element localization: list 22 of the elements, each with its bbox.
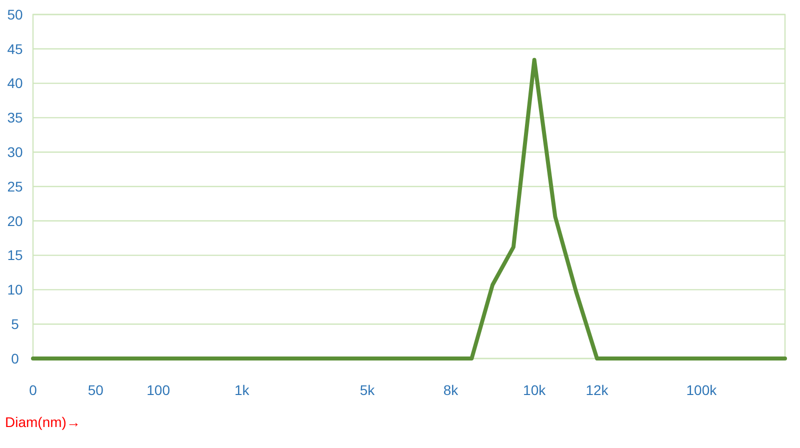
x-tick-label: 8k	[443, 382, 460, 398]
x-tick-label: 100k	[686, 382, 718, 398]
line-series	[31, 58, 787, 360]
x-tick-label: 1k	[234, 382, 250, 398]
x-axis-title: Diam(nm)→	[5, 414, 80, 430]
y-tick-label: 0	[11, 350, 20, 366]
x-tick-label: 0	[29, 382, 38, 398]
y-tick-label: 5	[11, 316, 20, 332]
x-tick-label: 5k	[360, 382, 376, 398]
y-tick-label: 10	[7, 282, 23, 298]
y-tick-label: 40	[7, 75, 23, 92]
x-tick-label: 12k	[586, 382, 610, 398]
y-tick-label: 30	[7, 144, 23, 160]
y-tick-label: 50	[7, 6, 23, 22]
x-tick-label: 50	[88, 382, 104, 398]
y-tick-label: 45	[7, 40, 23, 57]
y-tick-label: 25	[7, 178, 23, 194]
y-tick-label: 15	[7, 247, 23, 264]
x-tick-label: 100	[146, 382, 170, 398]
y-tick-label: 35	[7, 110, 23, 126]
x-tick-label: 10k	[523, 382, 547, 398]
y-tick-label: 20	[7, 212, 23, 229]
